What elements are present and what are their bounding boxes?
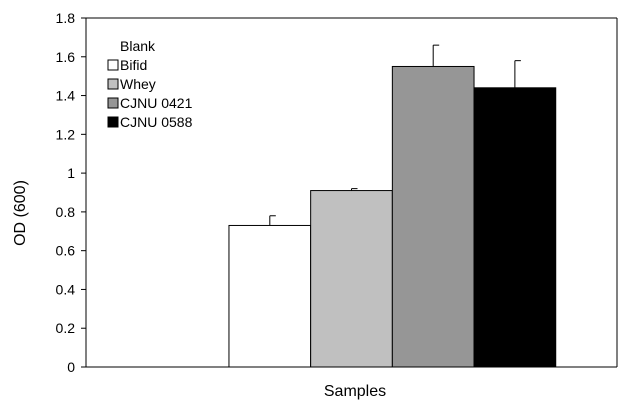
bar-cjnu-0588 [473, 87, 557, 368]
y-tick-label: 0.2 [56, 320, 76, 336]
y-tick-label: 1.4 [56, 88, 76, 104]
legend-label-bifid: Bifid [120, 57, 147, 73]
y-tick-label: 0.6 [56, 243, 76, 259]
error-bars-layer [269, 44, 521, 226]
legend-swatch-cjnu-0421 [107, 97, 119, 109]
y-tick-label: 1.6 [56, 49, 76, 65]
y-axis-title: OD (600) [12, 180, 29, 246]
legend-label-cjnu-0588: CJNU 0588 [120, 114, 193, 130]
x-axis-title: Samples [324, 383, 386, 400]
bar-bifid [228, 224, 312, 368]
y-ticks-layer: 0 0.2 0.4 0.6 0.8 1 1.2 1.4 1.6 1.8 [56, 10, 86, 375]
bars-layer [228, 65, 557, 368]
legend-swatch-bifid [107, 59, 119, 71]
legend: Blank Bifid Whey CJNU 0421 CJNU 0588 [107, 38, 193, 130]
y-tick-label: 1 [67, 165, 75, 181]
y-tick-label: 1.2 [56, 126, 76, 142]
legend-swatch-cjnu-0588 [107, 116, 119, 128]
y-tick-label: 1.8 [56, 10, 76, 26]
legend-label-blank: Blank [120, 38, 156, 54]
y-tick-label: 0 [67, 359, 75, 375]
bar-whey [310, 190, 393, 368]
y-tick-label: 0.4 [56, 281, 76, 297]
legend-label-cjnu-0421: CJNU 0421 [120, 95, 193, 111]
legend-label-whey: Whey [120, 76, 156, 92]
legend-swatch-whey [107, 78, 119, 90]
bar-cjnu-0421 [391, 65, 475, 368]
y-tick-label: 0.8 [56, 204, 76, 220]
